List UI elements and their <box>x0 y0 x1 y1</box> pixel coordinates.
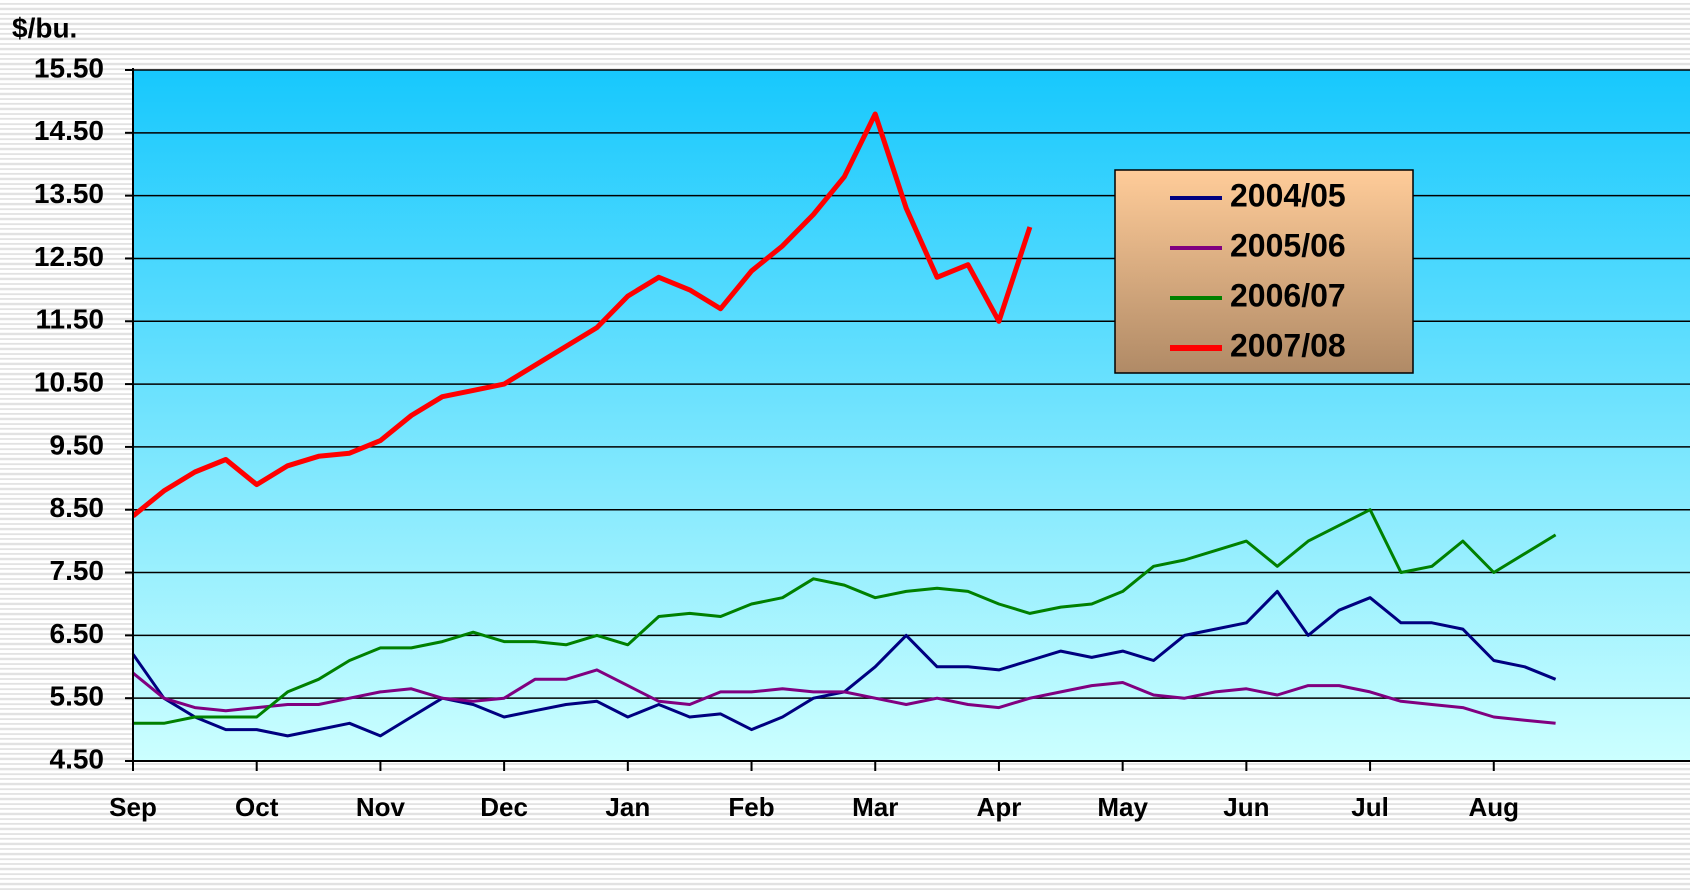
y-tick-label: 4.50 <box>50 743 105 774</box>
series-line <box>133 508 1557 725</box>
x-tick-label: Mar <box>852 792 898 822</box>
x-tick-label: May <box>1097 792 1148 822</box>
y-tick-label: 15.50 <box>34 52 104 83</box>
y-tick-label: 12.50 <box>34 241 104 272</box>
x-tick-label: Dec <box>480 792 528 822</box>
x-tick-label: Jul <box>1351 792 1389 822</box>
legend-label: 2004/05 <box>1230 177 1346 213</box>
y-tick-label: 13.50 <box>34 178 104 209</box>
y-tick-label: 8.50 <box>50 492 105 523</box>
x-tick-label: Apr <box>977 792 1022 822</box>
series-line <box>133 668 1556 725</box>
y-tick-label: 7.50 <box>50 555 105 586</box>
legend-label: 2006/07 <box>1230 277 1346 313</box>
y-tick-label: 6.50 <box>50 618 105 649</box>
x-tick-label: Nov <box>356 792 406 822</box>
y-tick-label: 5.50 <box>50 681 105 712</box>
x-tick-label: Jun <box>1223 792 1269 822</box>
y-axis-label: $/bu. <box>12 12 77 43</box>
y-tick-label: 14.50 <box>34 115 104 146</box>
plot-area <box>133 70 1690 761</box>
series-line <box>133 111 1033 518</box>
x-tick-label: Jan <box>605 792 650 822</box>
x-tick-label: Aug <box>1469 792 1520 822</box>
x-tick-label: Sep <box>109 792 157 822</box>
x-tick-label: Feb <box>728 792 774 822</box>
x-tick-label: Oct <box>235 792 279 822</box>
legend-label: 2005/06 <box>1230 227 1346 263</box>
y-tick-label: 9.50 <box>50 429 105 460</box>
legend <box>1114 169 1414 374</box>
legend-label: 2007/08 <box>1230 327 1346 363</box>
y-tick-label: 11.50 <box>35 304 104 335</box>
y-tick-label: 10.50 <box>34 366 104 397</box>
